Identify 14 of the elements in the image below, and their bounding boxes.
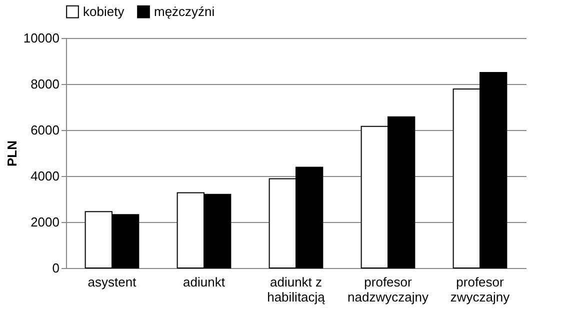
y-tick-label: 8000 <box>30 76 60 92</box>
y-tick-label: 6000 <box>30 122 60 138</box>
x-tick-label: asystent <box>88 274 137 290</box>
legend-label: kobiety <box>83 4 125 19</box>
y-tick-label: 2000 <box>30 214 60 230</box>
x-tick-label: profesor nadzwyczajny <box>348 274 429 304</box>
legend-label: mężczyźni <box>154 4 215 19</box>
y-tick-label: 4000 <box>30 168 60 184</box>
y-tick-label: 10000 <box>23 30 60 46</box>
y-axis-title: PLN <box>4 140 20 166</box>
x-tick-label: adiunkt z habilitacją <box>267 274 326 304</box>
x-tick-label: profesor zwyczajny <box>450 274 510 304</box>
y-tick-label: 0 <box>52 260 60 276</box>
x-tick-label: adiunkt <box>183 274 226 290</box>
